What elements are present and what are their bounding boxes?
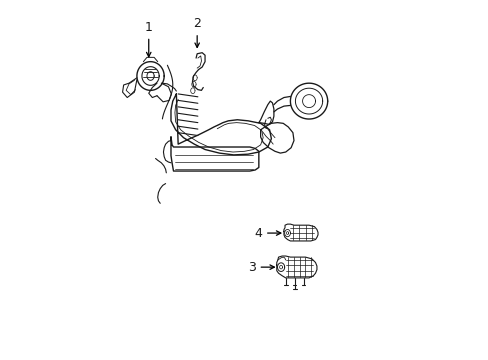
Text: 1: 1	[144, 21, 152, 57]
Text: 3: 3	[247, 261, 274, 274]
Text: 4: 4	[254, 226, 280, 239]
Text: 2: 2	[193, 17, 201, 48]
